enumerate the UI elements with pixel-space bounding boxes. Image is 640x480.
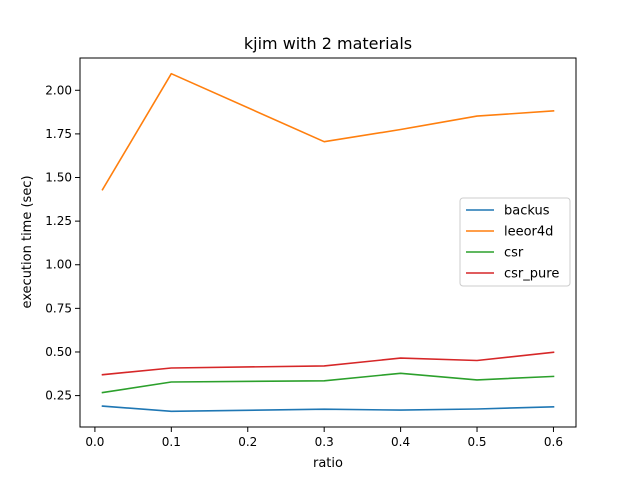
x-tick-label: 0.4: [391, 435, 410, 449]
y-tick-label: 1.00: [45, 258, 72, 272]
series-line-leeor4d: [101, 72, 555, 191]
legend-label: csr_pure: [504, 267, 559, 282]
legend-label: backus: [504, 204, 550, 219]
chart-title: kjim with 2 materials: [244, 34, 412, 53]
y-tick-label: 1.50: [45, 171, 72, 185]
series-line-backus: [101, 405, 555, 413]
y-axis-label: execution time (sec): [20, 175, 35, 308]
legend-label: csr: [504, 246, 524, 261]
y-tick-label: 1.75: [45, 127, 72, 141]
x-tick-label: 0.0: [85, 435, 104, 449]
y-tick-label: 2.00: [45, 83, 72, 97]
series-lines: [101, 72, 555, 413]
x-tick-label: 0.2: [238, 435, 257, 449]
x-axis: 0.0 0.1 0.2 0.3 0.4 0.5 0.6: [85, 427, 563, 449]
y-axis: 0.25 0.50 0.75 1.00 1.25 1.50 1.75 2.00: [45, 83, 80, 403]
y-tick-label: 0.25: [45, 389, 72, 403]
x-tick-label: 0.6: [544, 435, 563, 449]
y-tick-label: 0.50: [45, 345, 72, 359]
y-tick-label: 1.25: [45, 214, 72, 228]
x-axis-label: ratio: [313, 456, 343, 471]
y-tick-label: 0.75: [45, 301, 72, 315]
x-tick-label: 0.5: [467, 435, 486, 449]
series-line-csr_pure: [101, 351, 555, 376]
series-line-csr: [101, 372, 555, 394]
x-tick-label: 0.1: [162, 435, 181, 449]
x-tick-label: 0.3: [315, 435, 334, 449]
legend-label: leeor4d: [504, 225, 553, 240]
legend: backus leeor4d csr csr_pure: [459, 197, 571, 287]
legend-box: [459, 197, 571, 287]
